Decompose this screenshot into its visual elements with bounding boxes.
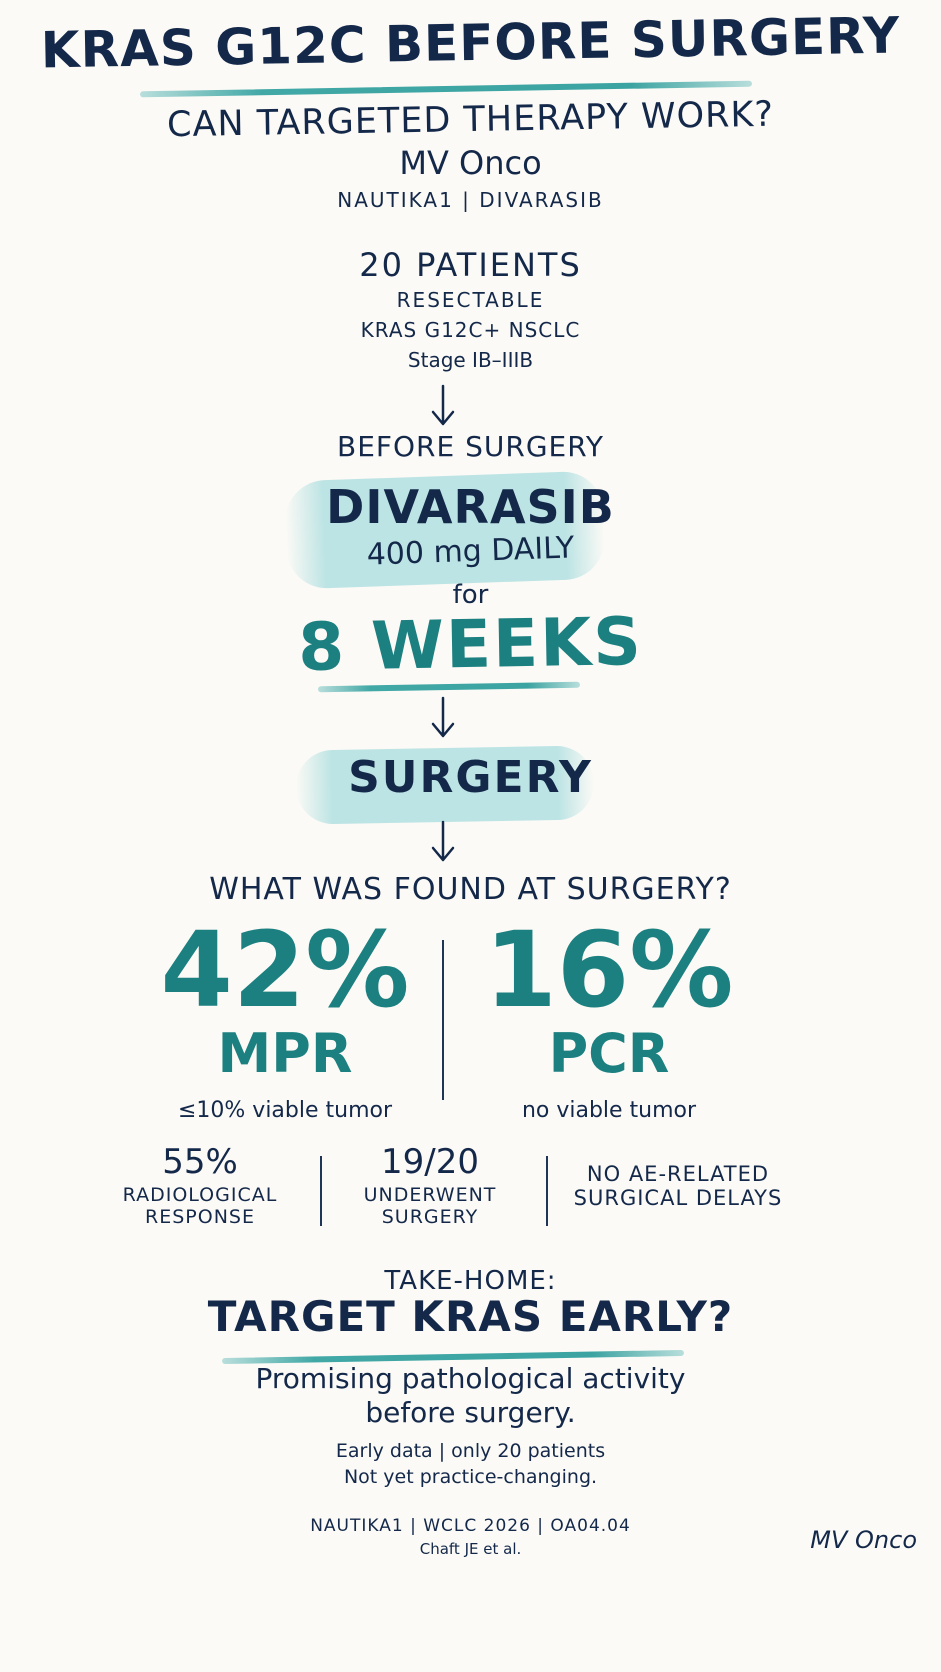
pcr-value: 16%	[484, 909, 734, 1031]
patient-count: 20 PATIENTS	[359, 246, 582, 284]
pcr-label: PCR	[548, 1022, 670, 1085]
down-arrow-icon	[431, 384, 455, 426]
secondary-stat: 55% RADIOLOGICAL RESPONSE	[110, 1142, 290, 1228]
secondary-value: 19/20	[381, 1142, 479, 1182]
takehome-label: TAKE-HOME:	[384, 1266, 557, 1296]
duration: 8 WEEKS	[297, 602, 644, 687]
population-line-2: KRAS G12C+ NSCLC	[360, 318, 581, 342]
secondary-line: SURGICAL DELAYS	[573, 1186, 783, 1210]
authors: Chaft JE et al.	[419, 1540, 522, 1558]
for-label: for	[452, 580, 489, 610]
findings-question: WHAT WAS FOUND AT SURGERY?	[209, 872, 732, 907]
mpr-value: 42%	[160, 909, 410, 1031]
secondary-line: RESPONSE	[145, 1206, 255, 1228]
caveat-line-2: Not yet practice-changing.	[343, 1466, 598, 1488]
pcr-stat: 16% PCR no viable tumor	[484, 916, 734, 1123]
population-line-1: RESECTABLE	[396, 288, 545, 312]
takehome-line-1: Promising pathological activity	[255, 1362, 686, 1395]
infographic-title: KRAS G12C BEFORE SURGERY	[40, 6, 901, 80]
surgery-label: SURGERY	[348, 752, 593, 803]
secondary-stat: 19/20 UNDERWENT SURGERY	[340, 1142, 520, 1228]
brand-name: MV Onco	[399, 144, 542, 182]
drug-name: DIVARASIB	[326, 480, 615, 534]
pcr-description: no viable tumor	[521, 1098, 697, 1123]
secondary-line: SURGERY	[381, 1206, 479, 1228]
citation: NAUTIKA1 | WCLC 2026 | OA04.04	[310, 1516, 631, 1536]
mpr-stat: 42% MPR ≤10% viable tumor	[160, 916, 410, 1123]
mpr-description: ≤10% viable tumor	[177, 1098, 393, 1123]
subtitle: CAN TARGETED THERAPY WORK?	[166, 94, 775, 146]
secondary-divider	[546, 1156, 548, 1226]
secondary-line: RADIOLOGICAL	[122, 1184, 278, 1206]
secondary-value: 55%	[162, 1142, 238, 1182]
caveat-line-1: Early data | only 20 patients	[335, 1440, 606, 1462]
findings-divider	[442, 940, 444, 1100]
takehome-line-2: before surgery.	[365, 1396, 576, 1429]
down-arrow-icon	[431, 820, 455, 862]
phase-label: BEFORE SURGERY	[337, 430, 604, 463]
secondary-stat: NO AE-RELATED SURGICAL DELAYS	[568, 1162, 788, 1210]
title-underline	[139, 80, 753, 98]
secondary-divider	[320, 1156, 322, 1226]
signature: MV Onco	[810, 1526, 917, 1554]
secondary-line: UNDERWENT	[363, 1184, 497, 1206]
secondary-line: NO AE-RELATED	[586, 1162, 770, 1186]
mpr-label: MPR	[217, 1022, 353, 1085]
takehome-headline: TARGET KRAS EARLY?	[207, 1292, 734, 1341]
population-line-3: Stage IB–IIIB	[407, 348, 534, 372]
trial-line: NAUTIKA1 | DIVARASIB	[337, 188, 604, 212]
down-arrow-icon	[431, 696, 455, 738]
